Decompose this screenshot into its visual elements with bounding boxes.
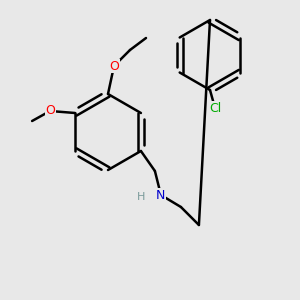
Text: O: O bbox=[45, 104, 55, 118]
Text: N: N bbox=[156, 188, 166, 202]
Text: O: O bbox=[109, 59, 119, 73]
Text: H: H bbox=[137, 192, 145, 202]
Text: Cl: Cl bbox=[209, 101, 221, 115]
